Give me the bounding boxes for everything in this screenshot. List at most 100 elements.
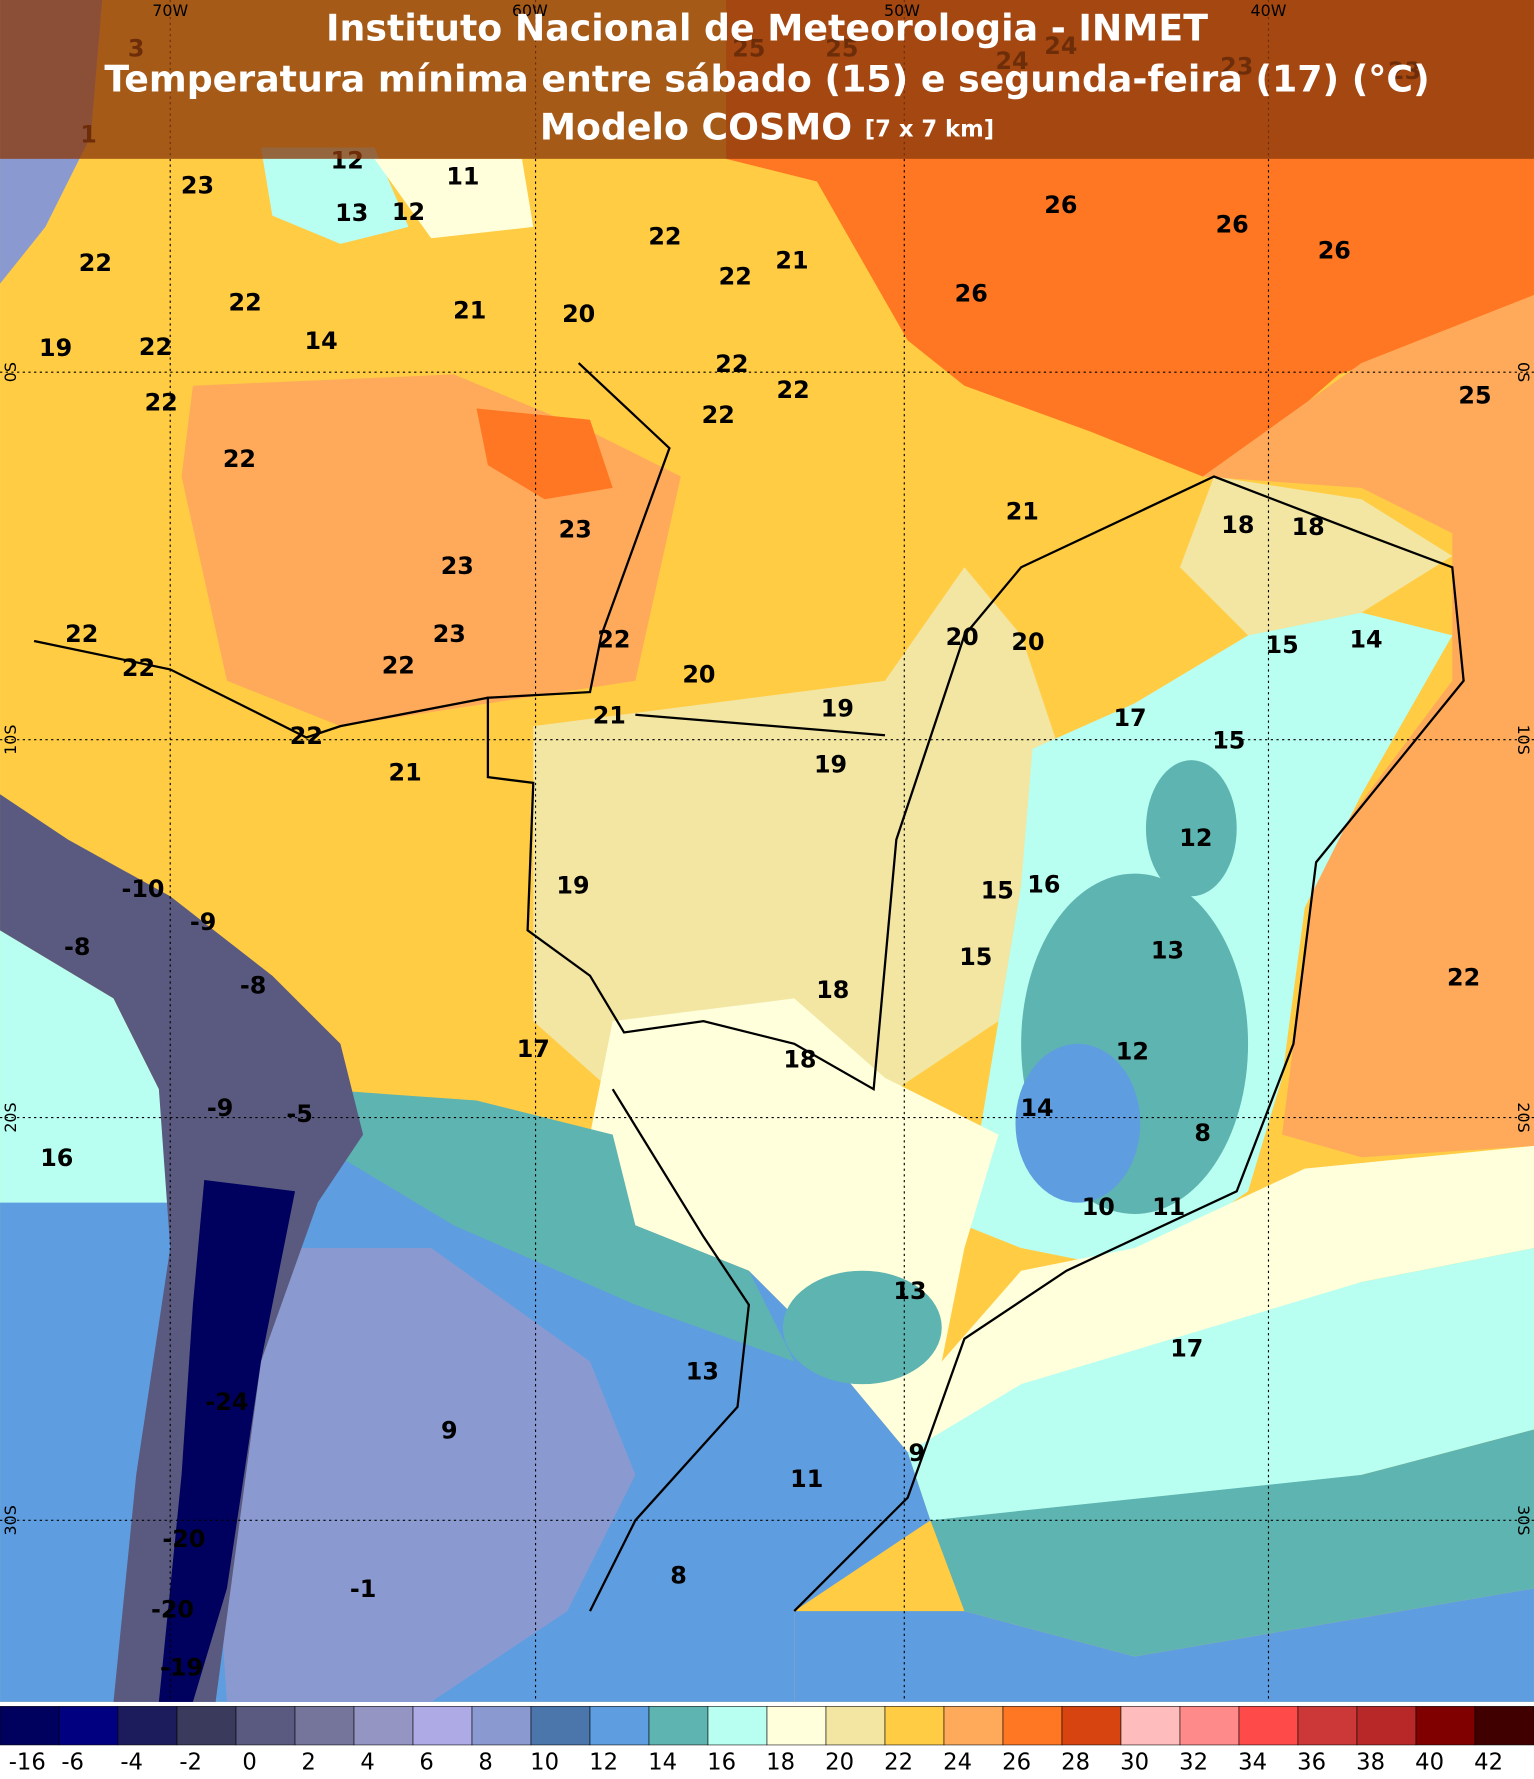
colorbar-swatch: [1061, 1706, 1122, 1746]
temperature-label: -10: [121, 875, 164, 903]
colorbar-label: 36: [1297, 1750, 1326, 1776]
colorbar-swatch: [943, 1706, 1004, 1746]
temperature-label: 9: [908, 1439, 925, 1467]
longitude-label: 60W: [512, 1, 548, 20]
temperature-label: 15: [959, 943, 992, 971]
colorbar-label: 32: [1179, 1750, 1208, 1776]
latitude-label: 30S: [1, 1505, 20, 1535]
colorbar-label: 12: [589, 1750, 618, 1776]
latitude-label: 30S: [1514, 1505, 1533, 1535]
temperature-label: -19: [160, 1653, 203, 1681]
temperature-label: 22: [229, 289, 262, 317]
colorbar-label: 2: [301, 1750, 315, 1776]
temperature-label: 26: [1216, 210, 1249, 238]
temperature-label: 22: [777, 376, 810, 404]
colorbar-swatch: [1297, 1706, 1358, 1746]
colorbar-swatch: [235, 1706, 296, 1746]
colorbar-swatch: [58, 1706, 119, 1746]
temperature-label: 23: [433, 620, 466, 648]
temperature-label: 14: [305, 327, 338, 355]
temperature-label: 17: [1113, 704, 1146, 732]
latitude-label: 10S: [1, 725, 20, 755]
temperature-label: 12: [392, 198, 425, 226]
colorbar-label: 40: [1415, 1750, 1444, 1776]
temperature-label: 23: [441, 552, 474, 580]
temperature-label: 13: [1151, 936, 1184, 964]
colorbar-label: 10: [530, 1750, 559, 1776]
colorbar-label: -2: [179, 1750, 202, 1776]
colorbar-label: 4: [360, 1750, 374, 1776]
colorbar-label: -16: [9, 1750, 46, 1776]
temperature-label: 22: [597, 626, 630, 654]
colorbar-label: 38: [1356, 1750, 1385, 1776]
latitude-label: 20S: [1, 1102, 20, 1132]
temperature-label: 22: [145, 388, 178, 416]
temperature-label: 11: [790, 1465, 823, 1493]
temperature-label: 22: [702, 401, 735, 429]
temperature-label: 17: [517, 1035, 550, 1063]
temperature-label: 18: [1221, 511, 1254, 539]
temperature-label: 19: [814, 750, 847, 778]
colorbar-swatch: [884, 1706, 945, 1746]
colorbar-label: 16: [707, 1750, 736, 1776]
colorbar-label: 24: [943, 1750, 972, 1776]
temperature-label: -8: [64, 933, 90, 961]
colorbar-label: 22: [884, 1750, 913, 1776]
temperature-label: 13: [335, 199, 368, 227]
temperature-label: 18: [783, 1045, 816, 1073]
temperature-label: 16: [1027, 871, 1060, 899]
temperature-label: 21: [1006, 497, 1039, 525]
temperature-label: 13: [893, 1277, 926, 1305]
colorbar-swatch: [707, 1706, 768, 1746]
colorbar-swatch: [766, 1706, 827, 1746]
temperature-label: 22: [648, 223, 681, 251]
temperature-label: 17: [1170, 1335, 1203, 1363]
temperature-label: 14: [1349, 626, 1382, 654]
temperature-label: -1: [350, 1575, 376, 1603]
longitude-label: 70W: [152, 1, 188, 20]
colorbar-label: -6: [61, 1750, 84, 1776]
colorbar-label: -4: [120, 1750, 143, 1776]
temperature-label: 18: [816, 976, 849, 1004]
colorbar-swatch: [0, 1706, 60, 1746]
graticule-labels: 70W 60W 50W 40W 0S 0S 10S 10S 20S 20S 30S 30S: [1, 1, 1533, 1536]
colorbar-label: 0: [242, 1750, 256, 1776]
model-name: Modelo COSMO [7 x 7 km]: [540, 105, 994, 148]
temperature-label: 19: [556, 872, 589, 900]
temperature-label: 8: [670, 1562, 687, 1590]
latitude-label: 10S: [1514, 725, 1533, 755]
colorbar-label: 18: [766, 1750, 795, 1776]
colorbar-swatch: [648, 1706, 709, 1746]
colorbar-swatch: [117, 1706, 178, 1746]
temperature-label: -20: [151, 1596, 194, 1624]
temperature-label: 18: [1292, 513, 1325, 541]
map-background: [0, 0, 1534, 1702]
colorbar-label: 28: [1061, 1750, 1090, 1776]
temperature-label: 22: [719, 262, 752, 290]
temperature-label: 22: [382, 652, 415, 680]
colorbar-swatch: [412, 1706, 473, 1746]
temperature-label: -9: [190, 908, 216, 936]
temperature-label: 20: [682, 661, 715, 689]
model: Modelo COSMO: [540, 105, 852, 148]
colorbar-label: 14: [648, 1750, 677, 1776]
longitude-label: 50W: [884, 1, 920, 20]
colorbar-swatch: [1179, 1706, 1240, 1746]
temperature-label: 26: [955, 279, 988, 307]
temperature-label: 23: [181, 172, 214, 200]
temperature-label: 21: [453, 297, 486, 325]
colorbar-label: 34: [1238, 1750, 1267, 1776]
temperature-label: 20: [1011, 628, 1044, 656]
temperature-label: 26: [1318, 236, 1351, 264]
colorbar: -16 -6 -4 -2 0 2 4 6 8 10 12 14 16 18 20 22 24 26 28 30 32 34…: [0, 1706, 1534, 1776]
colorbar-label: 26: [1002, 1750, 1031, 1776]
colorbar-swatch: [589, 1706, 650, 1746]
temperature-label: 15: [1212, 727, 1245, 755]
temperature-label: 21: [593, 702, 626, 730]
temperature-label: 11: [1152, 1193, 1185, 1221]
colorbar-label: 30: [1120, 1750, 1149, 1776]
colorbar-label: 20: [825, 1750, 854, 1776]
colorbar-swatch: [1120, 1706, 1181, 1746]
colorbar-swatch: [1002, 1706, 1063, 1746]
temperature-label: 13: [686, 1357, 719, 1385]
